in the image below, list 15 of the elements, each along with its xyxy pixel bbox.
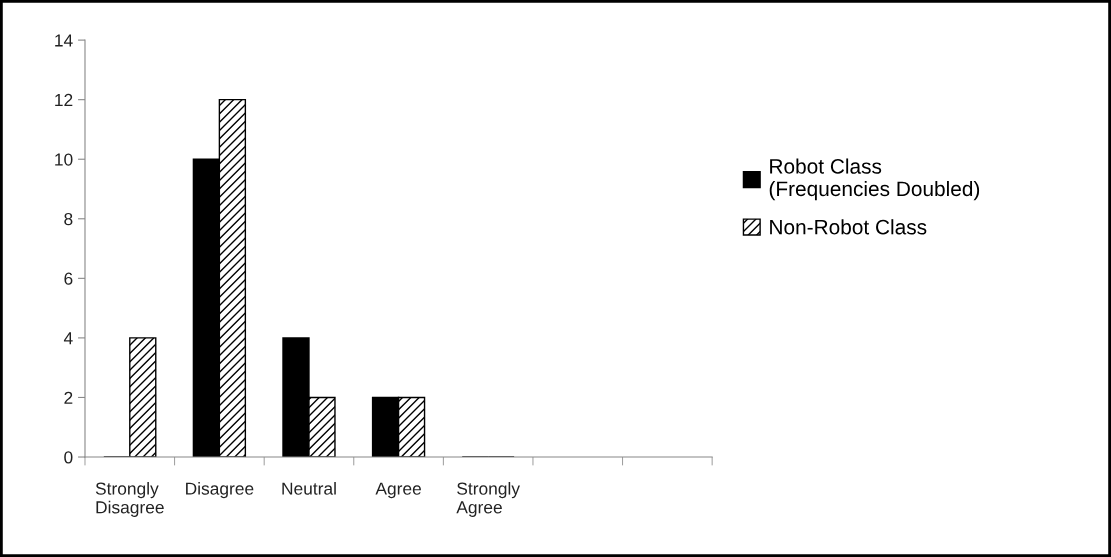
- y-tick-label: 14: [55, 34, 73, 47]
- y-tick-label: 0: [64, 451, 73, 464]
- y-tick-label: 10: [55, 153, 73, 166]
- y-tick-label: 6: [64, 272, 73, 285]
- legend-label: Non-Robot Class: [770, 219, 927, 235]
- y-tick-label: 12: [55, 93, 73, 106]
- x-tick-label: Disagree: [186, 482, 254, 499]
- legend-label: Robot Class (Frequencies Doubled): [769, 158, 980, 201]
- y-tick-label: 2: [64, 391, 73, 404]
- x-tick-label: Agree: [375, 482, 421, 499]
- x-tick-label: Strongly Agree: [456, 482, 520, 517]
- y-tick-label: 8: [64, 212, 73, 226]
- x-tick-label: Strongly Disagree: [95, 482, 164, 517]
- x-tick-label: Neutral: [282, 482, 336, 495]
- y-tick-label: 4: [63, 332, 73, 345]
